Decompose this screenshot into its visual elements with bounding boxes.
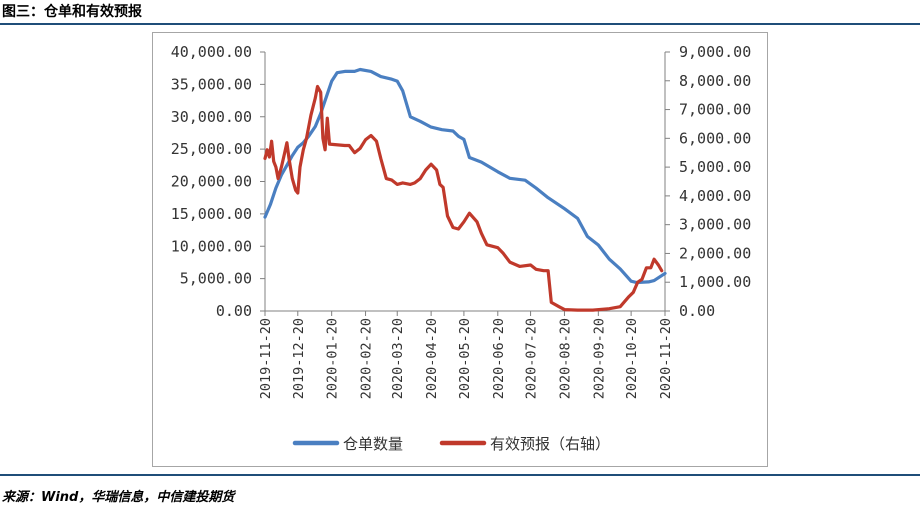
right-tick-label: 7,000.00 <box>679 101 751 119</box>
x-tick-label: 2020-08-20 <box>557 318 573 399</box>
x-tick-label: 2020-11-20 <box>658 318 674 399</box>
legend: 仓单数量 有效预报（右轴） <box>292 435 610 453</box>
source-note: 来源：Wind，华瑞信息，中信建投期货 <box>2 490 235 505</box>
right-tick-label: 3,000.00 <box>679 216 751 234</box>
right-tick-label: 1,000.00 <box>679 273 751 291</box>
top-rule <box>0 23 920 25</box>
right-tick-label: 5,000.00 <box>679 158 751 176</box>
legend-label-warehouse-receipts: 仓单数量 <box>343 435 403 453</box>
x-tick-label: 2019-12-20 <box>291 318 307 399</box>
x-tick-label: 2020-10-20 <box>624 318 640 399</box>
left-axis-ticks: 0.00 5,000.00 10,000.00 15,000.00 20,000.00 2… <box>171 43 265 320</box>
series-lines <box>263 67 667 312</box>
chart-frame <box>152 32 768 467</box>
right-tick-label: 0.00 <box>679 302 715 320</box>
right-tick-label: 2,000.00 <box>679 244 751 262</box>
left-tick-label: 0.00 <box>216 302 252 320</box>
left-tick-label: 5,000.00 <box>180 270 252 288</box>
x-tick-label: 2019-11-20 <box>258 318 274 399</box>
series-line-warehouse-receipts <box>263 67 667 285</box>
x-tick-label: 2020-04-20 <box>424 318 440 399</box>
x-tick-label: 2020-07-20 <box>524 318 540 399</box>
series-line-valid-forecast <box>263 84 664 312</box>
x-axis-ticks: 2019-11-20 2019-12-20 2020-01-20 2020-02-20… <box>258 311 674 399</box>
chart-title: 图三：仓单和有效预报 <box>2 4 142 20</box>
axes <box>264 52 666 312</box>
legend-label-valid-forecast: 有效预报（右轴） <box>490 435 610 453</box>
right-tick-label: 8,000.00 <box>679 72 751 90</box>
x-tick-label: 2020-02-20 <box>359 318 375 399</box>
x-tick-label: 2020-06-20 <box>491 318 507 399</box>
right-tick-label: 9,000.00 <box>679 43 751 61</box>
left-tick-label: 10,000.00 <box>171 237 252 255</box>
left-tick-label: 25,000.00 <box>171 140 252 158</box>
left-tick-label: 35,000.00 <box>171 75 252 93</box>
left-tick-label: 40,000.00 <box>171 43 252 61</box>
right-axis-ticks: 0.00 1,000.00 2,000.00 3,000.00 4,000.00 5,00… <box>665 43 751 320</box>
left-tick-label: 30,000.00 <box>171 108 252 126</box>
x-tick-label: 2020-01-20 <box>325 318 341 399</box>
right-tick-label: 4,000.00 <box>679 187 751 205</box>
bottom-rule <box>0 474 920 476</box>
left-tick-label: 15,000.00 <box>171 205 252 223</box>
x-tick-label: 2020-03-20 <box>390 318 406 399</box>
left-tick-label: 20,000.00 <box>171 173 252 191</box>
right-tick-label: 6,000.00 <box>679 129 751 147</box>
x-tick-label: 2020-05-20 <box>457 318 473 399</box>
x-tick-label: 2020-09-20 <box>591 318 607 399</box>
